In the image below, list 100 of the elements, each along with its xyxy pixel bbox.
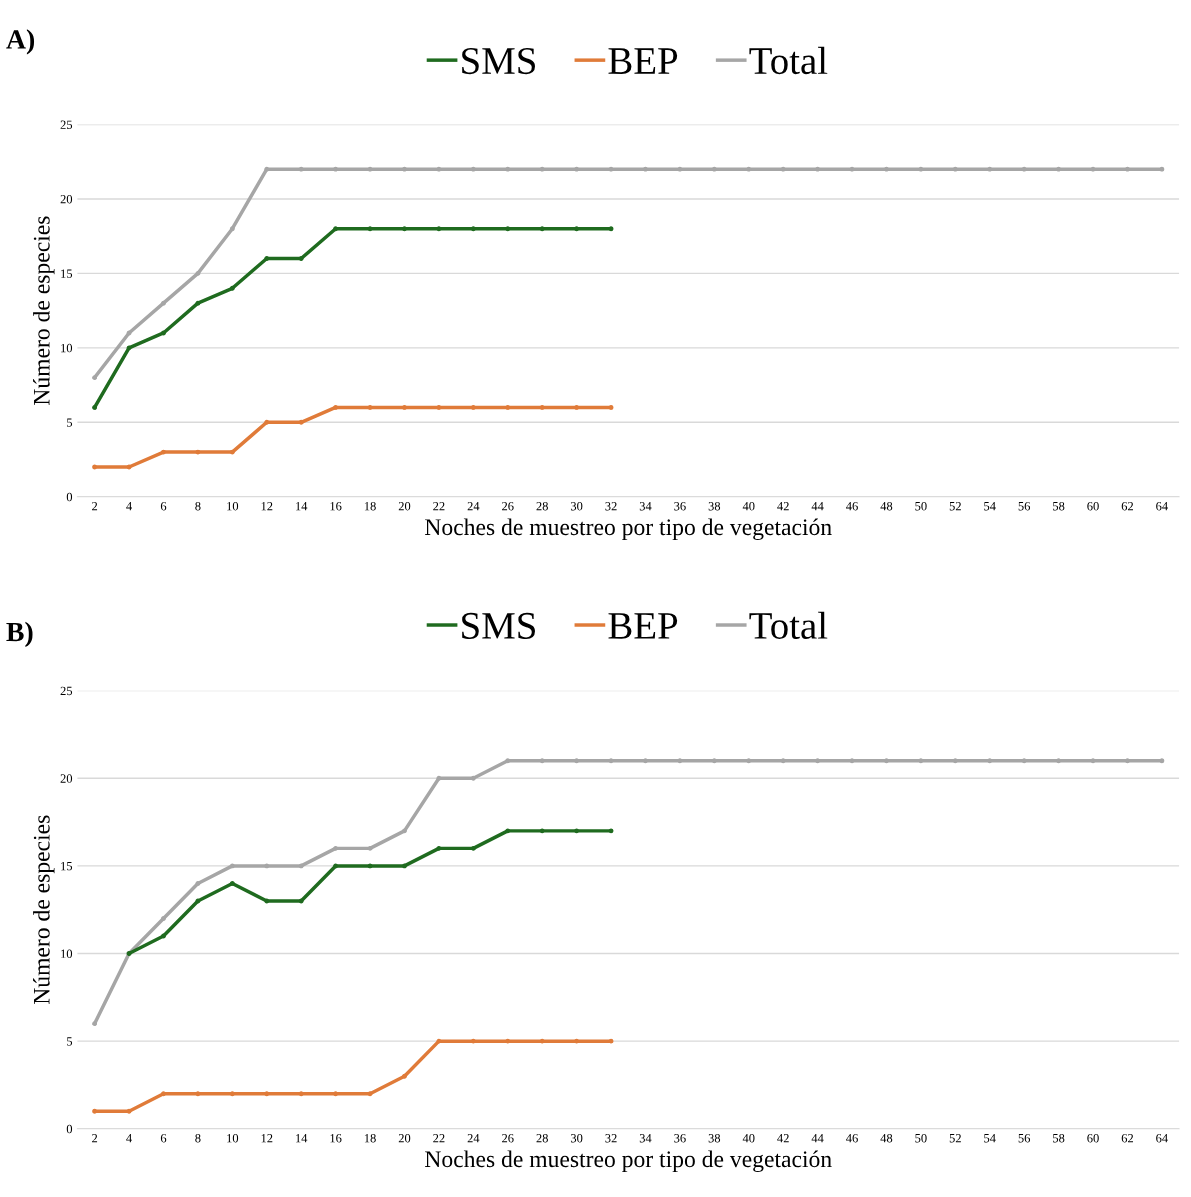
point [126,330,132,336]
point [677,758,683,764]
x-tick-label: 56 [1018,502,1031,511]
point [539,166,545,172]
x-tick-label: 30 [570,501,583,511]
point [195,300,201,306]
point [746,166,752,172]
point [195,449,201,455]
point [470,775,476,781]
point [608,226,614,232]
point [92,404,98,410]
point [229,1091,235,1097]
point [1056,166,1062,172]
point [849,758,855,764]
point [1021,166,1027,172]
point [470,166,476,172]
x-tick-label: 26 [502,1134,514,1143]
point [1159,758,1165,764]
x-tick-label: 58 [1053,1133,1065,1143]
x-tick-label: 24 [467,1134,480,1143]
y-tick-label: 5 [67,1037,73,1046]
y-tick-label: 15 [61,861,73,871]
x-tick-label: 16 [330,502,342,511]
x-tick-label: 28 [536,1133,548,1143]
point [505,226,511,232]
x-tick-label: 22 [433,502,445,511]
point [333,1091,339,1097]
x-tick-label: 52 [949,502,961,511]
point [505,166,511,172]
point [849,166,855,172]
point [333,845,339,851]
point [436,226,442,232]
y-tick-label: 20 [60,774,73,783]
point [608,404,614,410]
point [92,375,98,381]
x-tick-label: 34 [639,1134,652,1143]
point [436,166,442,172]
y-axis-title: Número de especies [33,815,55,1005]
y-axis-title: Número de especies [33,216,55,406]
point [780,166,786,172]
x-tick-label: 14 [296,502,308,511]
point [884,758,889,764]
point [539,1038,545,1044]
point [402,226,407,232]
x-tick-label: 34 [639,502,652,511]
x-tick-label: 44 [811,1134,824,1143]
point [264,256,270,261]
point [229,226,235,232]
x-tick-label: 16 [330,1134,342,1143]
x-tick-label: 58 [1053,501,1065,511]
point [333,863,339,869]
point [367,845,373,851]
point [161,330,166,336]
x-tick-label: 48 [880,1133,893,1143]
x-tick-label: 20 [398,1133,411,1143]
legend-label: SMS [462,48,535,75]
x-tick-label: 10 [227,501,239,511]
x-tick-label: 14 [296,1134,308,1143]
point [264,1091,270,1097]
point [92,1108,98,1114]
x-tick-label: 36 [674,1134,686,1143]
point [229,881,235,886]
x-tick-label: 32 [605,502,617,511]
point [161,300,166,306]
point [298,166,304,172]
point [470,404,476,410]
point [1125,758,1130,764]
point [539,404,545,410]
x-tick-label: 62 [1121,1134,1134,1143]
point [987,758,993,764]
x-tick-label: 48 [880,501,893,511]
point [470,226,476,232]
point [505,828,511,834]
y-tick-label: 20 [60,194,73,204]
point [264,863,270,869]
point [643,758,648,764]
point [126,464,132,470]
x-axis-title: Noches de muestreo por tipo de vegetación [425,1150,832,1173]
point [574,404,580,410]
x-tick-label: 22 [433,1134,445,1143]
point [436,775,442,781]
y-tick-label: 0 [66,492,73,502]
point [298,419,304,425]
point [126,1108,132,1114]
point [195,1091,201,1097]
x-tick-label: 40 [742,501,755,511]
point [92,1021,98,1027]
x-tick-label: 54 [984,1134,996,1143]
x-tick-label: 50 [915,1133,927,1143]
x-tick-label: 40 [742,1133,755,1143]
legend-label: Total [749,46,828,75]
point [608,828,614,834]
point [436,1038,442,1044]
x-tick-label: 20 [398,501,411,511]
point [298,256,304,261]
point [574,226,580,232]
point [918,166,924,172]
point [126,345,132,351]
point [815,758,821,764]
x-tick-label: 60 [1087,1133,1099,1143]
